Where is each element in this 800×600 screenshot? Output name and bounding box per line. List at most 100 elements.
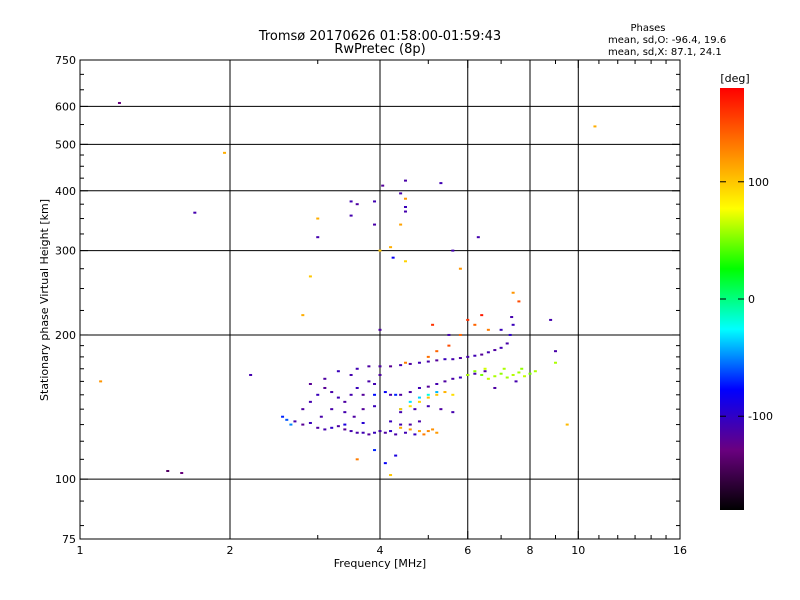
data-point-x <box>473 323 477 326</box>
data-point-x <box>378 249 382 252</box>
data-point-o <box>458 376 462 379</box>
data-point-o <box>394 433 398 436</box>
data-point-o <box>439 182 443 185</box>
data-point-x <box>443 391 447 394</box>
data-point-o <box>417 420 421 423</box>
data-point-o <box>473 372 477 375</box>
data-point-o <box>403 210 407 213</box>
data-point-x <box>593 125 597 128</box>
x-tick-label: 16 <box>673 544 687 557</box>
data-point-o <box>378 328 382 331</box>
data-point-o <box>352 415 356 418</box>
data-point-o <box>417 396 421 399</box>
data-point-o <box>476 236 480 239</box>
data-point-o <box>373 393 377 396</box>
data-point-o <box>473 354 477 357</box>
data-point-x <box>403 260 407 263</box>
data-point-o <box>308 400 312 403</box>
data-point-x <box>422 433 426 436</box>
x-tick-label: 1 <box>77 544 84 557</box>
data-point-o <box>166 469 170 472</box>
data-point-o <box>480 353 484 356</box>
data-point-x <box>426 355 430 358</box>
data-point-o <box>355 203 359 206</box>
data-point-o <box>389 420 393 423</box>
data-point-o <box>426 393 430 396</box>
data-point-x <box>389 474 393 477</box>
stats-line-o: mean, sd,O: -96.4, 19.6 <box>608 35 726 46</box>
data-point-x <box>435 431 439 434</box>
data-point-x <box>451 393 455 396</box>
data-point-x <box>565 423 569 426</box>
data-point-x <box>403 361 407 364</box>
data-point-o <box>330 426 334 429</box>
y-axis-label: Stationary phase Virtual Height [km] <box>38 199 51 401</box>
data-point-x <box>480 373 484 376</box>
data-point-o <box>394 454 398 457</box>
data-point-x <box>408 428 412 431</box>
y-tick-label: 300 <box>55 245 76 258</box>
data-point-o <box>316 426 320 429</box>
data-point-x <box>447 344 451 347</box>
data-point-o <box>435 391 439 394</box>
chart-title: Tromsø 20170626 01:58:00-01:59:43 <box>258 29 501 44</box>
data-point-x <box>301 314 305 317</box>
data-point-o <box>293 420 297 423</box>
x-tick-label: 8 <box>527 544 534 557</box>
data-point-o <box>323 386 327 389</box>
data-point-o <box>323 428 327 431</box>
data-point-o <box>458 357 462 360</box>
data-point-o <box>466 355 470 358</box>
data-point-o <box>408 391 412 394</box>
data-point-o <box>435 382 439 385</box>
data-point-o <box>349 430 353 433</box>
data-point-x <box>316 217 320 220</box>
data-point-o <box>486 351 490 354</box>
data-point-x <box>486 328 490 331</box>
data-point-o <box>361 393 365 396</box>
data-point-x <box>399 408 403 411</box>
data-point-o <box>435 359 439 362</box>
data-point-o <box>417 386 421 389</box>
data-point-x <box>458 267 462 270</box>
data-point-o <box>367 433 371 436</box>
data-point-o <box>355 367 359 370</box>
data-point-x <box>480 314 484 317</box>
data-point-o <box>301 408 305 411</box>
axis-ticks <box>79 59 681 540</box>
data-point-x <box>403 197 407 200</box>
data-point-o <box>439 408 443 411</box>
data-point-o <box>394 393 398 396</box>
x-tick-label: 4 <box>377 544 384 557</box>
data-point-x <box>473 370 477 373</box>
data-point-o <box>336 396 340 399</box>
data-point-x <box>355 458 359 461</box>
data-point-o <box>408 400 412 403</box>
stats-line-x: mean, sd,X: 87.1, 24.1 <box>608 47 722 58</box>
data-point-o <box>193 211 197 214</box>
data-point-o <box>285 418 289 421</box>
data-point-o <box>443 380 447 383</box>
data-point-x <box>399 426 403 429</box>
data-point-o <box>378 430 382 433</box>
data-point-o <box>389 393 393 396</box>
data-point-o <box>308 382 312 385</box>
data-point-o <box>399 393 403 396</box>
data-point-x <box>426 430 430 433</box>
colorbar-tick-label: 0 <box>748 293 755 306</box>
y-tick-label: 750 <box>55 54 76 67</box>
data-point-x <box>517 300 521 303</box>
data-point-o <box>553 350 557 353</box>
data-point-o <box>511 323 515 326</box>
data-point-o <box>343 400 347 403</box>
data-point-o <box>373 449 377 452</box>
data-point-o <box>389 430 393 433</box>
data-point-o <box>493 349 497 352</box>
data-point-x <box>399 223 403 226</box>
data-point-o <box>316 236 320 239</box>
data-point-o <box>289 423 293 426</box>
data-point-x <box>520 367 524 370</box>
data-point-x <box>417 400 421 403</box>
data-point-o <box>399 364 403 367</box>
